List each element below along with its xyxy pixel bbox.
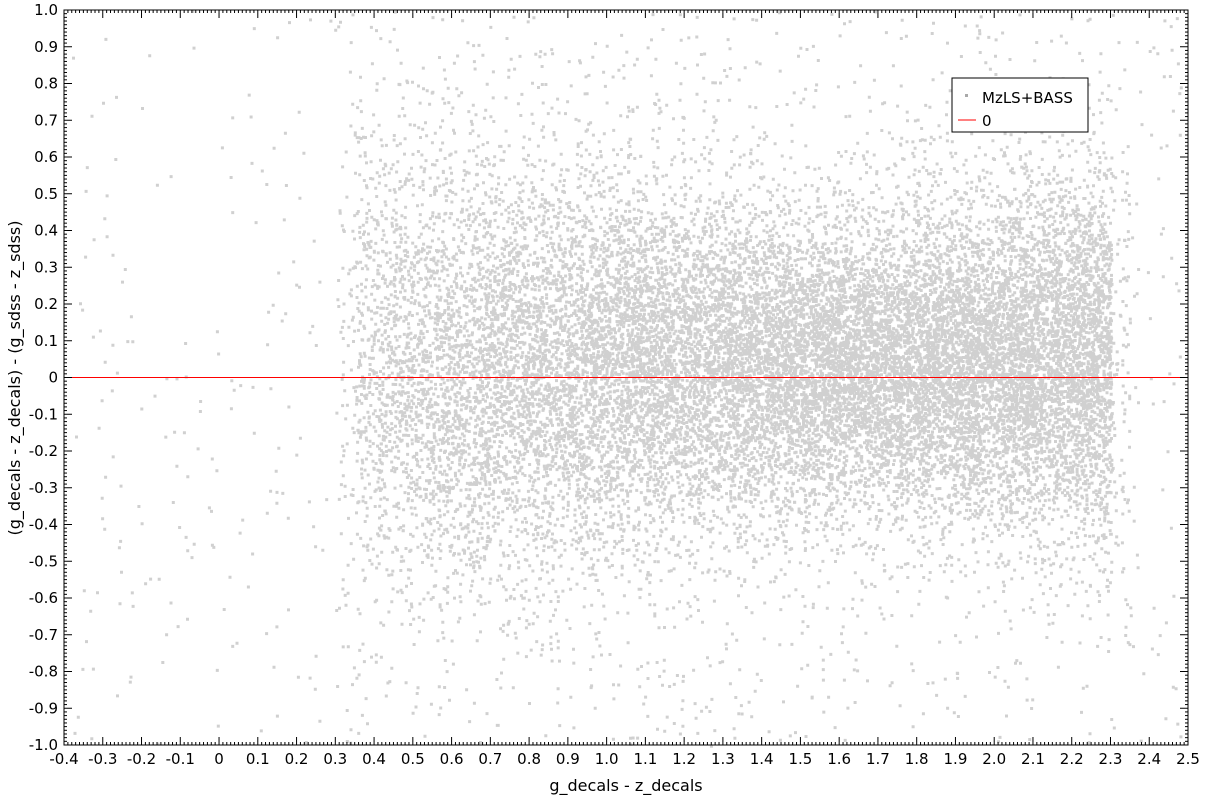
x-tick-label: 0.5 <box>401 750 425 768</box>
x-tick-label: 0.8 <box>517 750 541 768</box>
x-tick-label: 1.2 <box>672 750 696 768</box>
y-tick-labels: 1.0 0.9 0.8 0.7 0.6 0.5 0.4 0.3 0.2 0.1 0 -0.1 -0.2 -… <box>29 1 58 754</box>
x-tick-label: 0.7 <box>478 750 502 768</box>
x-tick-label: 0.3 <box>323 750 347 768</box>
x-tick-label: 0.2 <box>285 750 309 768</box>
y-tick-label: -0.3 <box>29 479 58 497</box>
y-tick-label: -0.6 <box>29 589 58 607</box>
x-tick-label: 2.2 <box>1060 750 1084 768</box>
x-tick-label: 0.1 <box>246 750 270 768</box>
x-tick-label: 1.5 <box>788 750 812 768</box>
x-tick-label: 0.6 <box>440 750 464 768</box>
x-tick-label: 1.0 <box>595 750 619 768</box>
y-tick-label: 0.3 <box>34 258 58 276</box>
x-tick-label: -0.3 <box>88 750 117 768</box>
x-tick-label: 2.0 <box>982 750 1006 768</box>
y-tick-label: 0 <box>48 369 58 387</box>
y-tick-label: 0.2 <box>34 295 58 313</box>
legend-box <box>951 77 1089 133</box>
scatter-point-cloud <box>72 10 1183 748</box>
y-tick-label: 0.4 <box>34 222 58 240</box>
legend: MzLS+BASS 0 <box>951 77 1089 133</box>
y-tick-label: 0.5 <box>34 185 58 203</box>
x-tick-label: 1.8 <box>905 750 929 768</box>
x-tick-label: -0.1 <box>166 750 195 768</box>
y-tick-label: -0.4 <box>29 516 58 534</box>
y-axis-title: (g_decals - z_decals) - (g_sdss - z_sdss… <box>5 220 25 535</box>
y-tick-label: 0.8 <box>34 75 58 93</box>
y-tick-label: 1.0 <box>34 1 58 19</box>
y-tick-label: 0.9 <box>34 38 58 56</box>
y-tick-label: 0.6 <box>34 148 58 166</box>
x-tick-label: 2.4 <box>1137 750 1161 768</box>
x-tick-label: -0.2 <box>127 750 156 768</box>
y-tick-label: 0.1 <box>34 332 58 350</box>
y-tick-label: -0.9 <box>29 699 58 717</box>
x-tick-label: 1.3 <box>711 750 735 768</box>
x-tick-labels: -0.4 -0.3 -0.2 -0.1 0 0.1 0.2 0.3 0.4 0.5 0.6 0.7 0.… <box>49 750 1200 768</box>
legend-points-swatch <box>965 94 968 97</box>
y-tick-label: 0.7 <box>34 111 58 129</box>
x-tick-label: 1.6 <box>827 750 851 768</box>
x-tick-label: 1.4 <box>750 750 774 768</box>
scatter-points <box>72 10 1183 748</box>
y-tick-label: -0.2 <box>29 442 58 460</box>
x-tick-label: 0.9 <box>556 750 580 768</box>
x-axis-title: g_decals - z_decals <box>549 776 702 796</box>
x-tick-label: 2.3 <box>1099 750 1123 768</box>
y-tick-label: -0.7 <box>29 626 58 644</box>
x-tick-label: 1.7 <box>866 750 890 768</box>
legend-label-points: MzLS+BASS <box>982 89 1073 107</box>
y-tick-label: -0.8 <box>29 663 58 681</box>
y-tick-label: -0.5 <box>29 552 58 570</box>
x-tick-label: 2.5 <box>1176 750 1200 768</box>
x-tick-label: 1.9 <box>944 750 968 768</box>
x-tick-label: 0.4 <box>362 750 386 768</box>
x-tick-label: 1.1 <box>633 750 657 768</box>
x-tick-label: 2.1 <box>1021 750 1045 768</box>
y-tick-label: -0.1 <box>29 405 58 423</box>
axis-ticks <box>63 9 1189 746</box>
legend-label-line: 0 <box>982 112 992 130</box>
y-tick-label: -1.0 <box>29 736 58 754</box>
x-tick-label: 0 <box>214 750 224 768</box>
x-tick-label: -0.4 <box>49 750 78 768</box>
